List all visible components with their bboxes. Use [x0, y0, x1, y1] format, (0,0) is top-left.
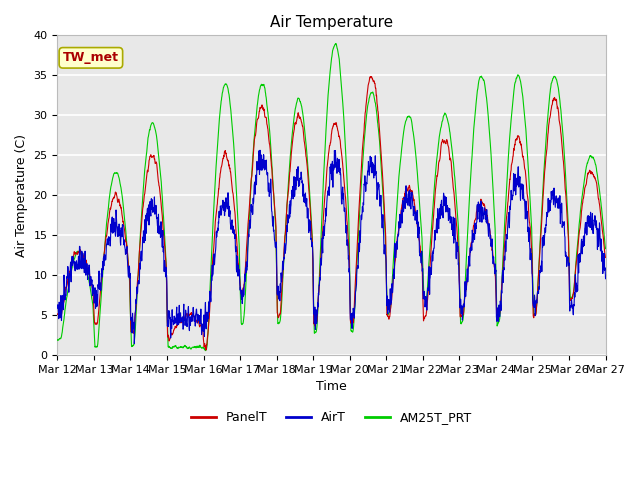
- Title: Air Temperature: Air Temperature: [270, 15, 393, 30]
- Y-axis label: Air Temperature (C): Air Temperature (C): [15, 134, 28, 257]
- X-axis label: Time: Time: [316, 381, 347, 394]
- Text: TW_met: TW_met: [63, 51, 119, 64]
- Legend: PanelT, AirT, AM25T_PRT: PanelT, AirT, AM25T_PRT: [186, 406, 477, 429]
